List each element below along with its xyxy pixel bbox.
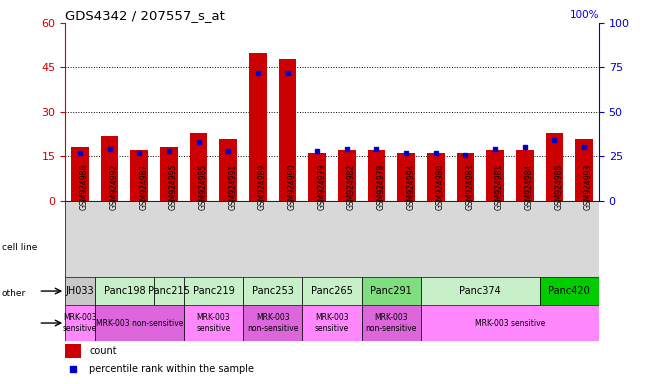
Bar [540, 277, 599, 305]
Text: Panc198: Panc198 [104, 286, 145, 296]
Bar [65, 344, 81, 358]
Bar [65, 277, 95, 305]
Text: MRK-003
non-sensitive: MRK-003 non-sensitive [247, 313, 298, 333]
Text: GSM924983: GSM924983 [465, 164, 475, 210]
Text: GSM924979: GSM924979 [317, 164, 326, 210]
Text: GSM924993: GSM924993 [584, 164, 593, 210]
Bar [243, 277, 302, 305]
Text: GSM924978: GSM924978 [376, 164, 385, 210]
Text: JH033: JH033 [66, 286, 94, 296]
Text: 100%: 100% [570, 10, 599, 20]
Bar [427, 153, 445, 201]
Text: GSM924987: GSM924987 [139, 164, 148, 210]
Text: GSM924994: GSM924994 [406, 164, 415, 210]
Text: GSM924985: GSM924985 [199, 164, 208, 210]
Bar [184, 277, 243, 305]
Text: Panc253: Panc253 [252, 286, 294, 296]
Text: count: count [89, 346, 117, 356]
Bar [516, 151, 534, 201]
Bar [546, 132, 563, 201]
Bar [362, 305, 421, 341]
Text: MRK-003
sensitive: MRK-003 sensitive [315, 313, 349, 333]
Bar [154, 277, 184, 305]
Text: MRK-003 non-sensitive: MRK-003 non-sensitive [96, 318, 183, 328]
Bar [575, 139, 593, 201]
Text: cell line: cell line [2, 243, 37, 252]
Bar [243, 305, 302, 341]
Text: GSM924982: GSM924982 [347, 164, 356, 210]
Bar [302, 305, 362, 341]
Bar [95, 277, 154, 305]
Bar [130, 151, 148, 201]
Bar [421, 305, 599, 341]
Bar [309, 153, 326, 201]
Text: other: other [2, 289, 26, 298]
Text: MRK-003
sensitive: MRK-003 sensitive [196, 313, 230, 333]
Text: GSM924992: GSM924992 [109, 164, 118, 210]
Text: GSM924981: GSM924981 [495, 164, 504, 210]
Bar [101, 136, 118, 201]
Text: percentile rank within the sample: percentile rank within the sample [89, 364, 254, 374]
Text: GSM924991: GSM924991 [229, 164, 237, 210]
Text: Panc215: Panc215 [148, 286, 190, 296]
Text: GSM924980: GSM924980 [436, 164, 445, 210]
Bar [95, 305, 184, 341]
Text: MRK-003
sensitive: MRK-003 sensitive [62, 313, 97, 333]
Bar [486, 151, 504, 201]
Text: Panc291: Panc291 [370, 286, 412, 296]
Text: MRK-003
non-sensitive: MRK-003 non-sensitive [366, 313, 417, 333]
Text: GSM924989: GSM924989 [258, 164, 267, 210]
Bar [302, 277, 362, 305]
Bar [189, 132, 208, 201]
Text: GSM924995: GSM924995 [169, 164, 178, 210]
Text: Panc374: Panc374 [460, 286, 501, 296]
Bar [249, 53, 267, 201]
Text: GSM924988: GSM924988 [555, 164, 563, 210]
Bar [397, 153, 415, 201]
Bar [71, 147, 89, 201]
Text: GSM924990: GSM924990 [288, 164, 296, 210]
Bar [65, 305, 95, 341]
Bar [279, 59, 296, 201]
Bar [160, 147, 178, 201]
Bar [338, 151, 355, 201]
Text: GSM924984: GSM924984 [525, 164, 534, 210]
Bar [456, 153, 475, 201]
Text: MRK-003 sensitive: MRK-003 sensitive [475, 318, 545, 328]
Bar [368, 151, 385, 201]
Text: GDS4342 / 207557_s_at: GDS4342 / 207557_s_at [65, 9, 225, 22]
Text: GSM924986: GSM924986 [80, 164, 89, 210]
Bar [219, 139, 237, 201]
Text: Panc265: Panc265 [311, 286, 353, 296]
Text: Panc420: Panc420 [548, 286, 590, 296]
Bar [421, 277, 540, 305]
Text: Panc219: Panc219 [193, 286, 234, 296]
Bar [362, 277, 421, 305]
Bar [184, 305, 243, 341]
